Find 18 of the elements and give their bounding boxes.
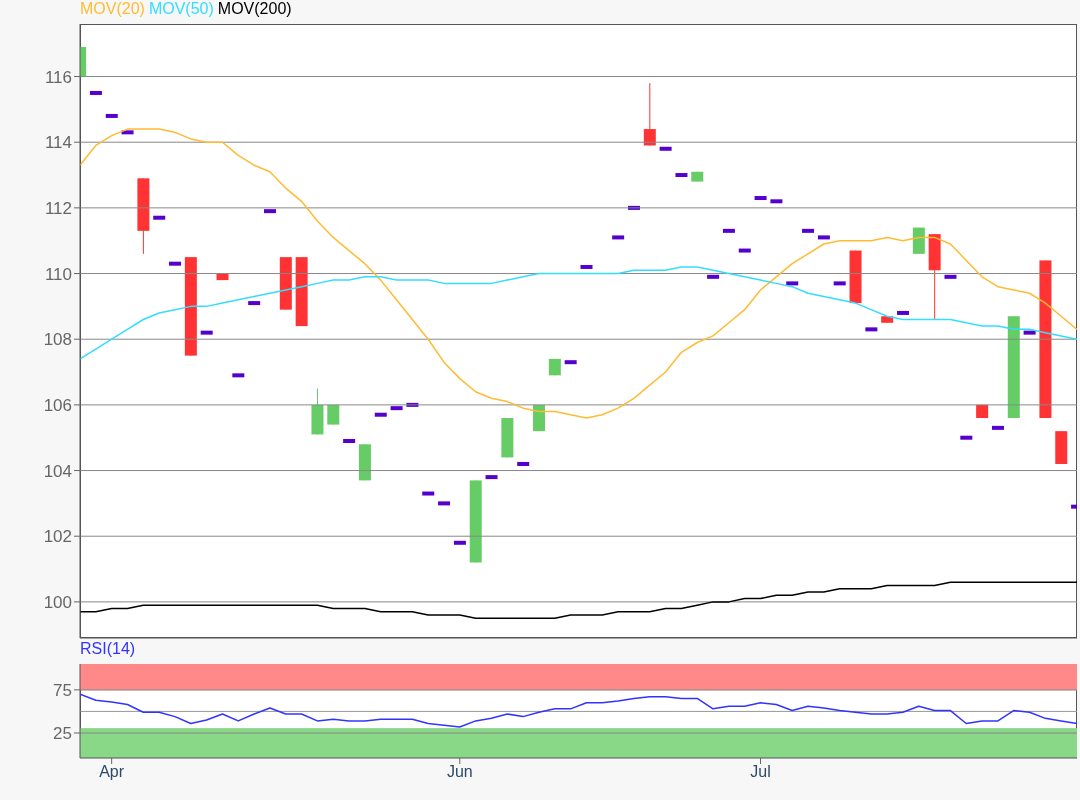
y-tick-label: 75	[53, 680, 72, 700]
y-tick-label: 108	[43, 330, 72, 350]
y-tick-label: 102	[43, 527, 72, 547]
text: MOV(200)	[217, 0, 292, 17]
y-tick-label: 106	[43, 395, 72, 415]
x-tick-label: Jul	[750, 763, 771, 781]
x-tick-label: Apr	[99, 763, 125, 781]
y-tick-label: 114	[44, 133, 72, 153]
text: RSI(14)	[80, 640, 136, 657]
x-tick-label: Jun	[446, 763, 473, 781]
y-tick-label: 100	[43, 592, 72, 612]
y-tick-label: 116	[44, 67, 72, 87]
y-tick-label: 112	[44, 198, 72, 218]
y-tick-label: 25	[53, 724, 72, 744]
y-tick-label: 110	[44, 264, 72, 284]
text: MOV(50)	[148, 0, 214, 17]
y-tick-label: 104	[43, 461, 72, 481]
text: MOV(20)	[80, 0, 145, 17]
